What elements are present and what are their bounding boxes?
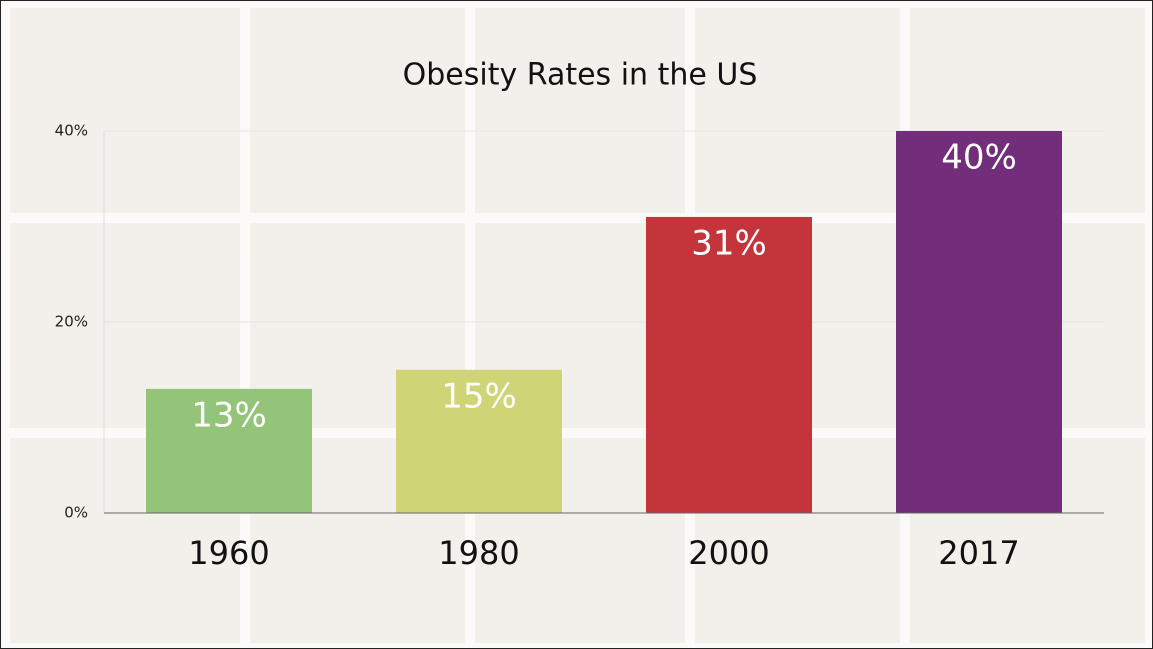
bar — [146, 388, 312, 513]
bar — [646, 216, 812, 513]
bar — [896, 131, 1062, 513]
background-tiles — [10, 8, 1145, 643]
data-label: 13% — [191, 395, 267, 435]
bar — [396, 369, 562, 513]
y-tick-label: 20% — [55, 313, 88, 331]
x-tick-label: 1980 — [438, 534, 519, 572]
x-tick-label: 1960 — [188, 534, 269, 572]
data-label: 15% — [441, 376, 517, 416]
y-tick-label: 40% — [55, 122, 88, 140]
x-tick-label: 2017 — [938, 534, 1019, 572]
data-label: 31% — [691, 223, 767, 263]
x-tick-label: 2000 — [688, 534, 769, 572]
y-tick-label: 0% — [64, 504, 88, 522]
data-label: 40% — [941, 138, 1017, 178]
chart-title: Obesity Rates in the US — [403, 58, 758, 93]
